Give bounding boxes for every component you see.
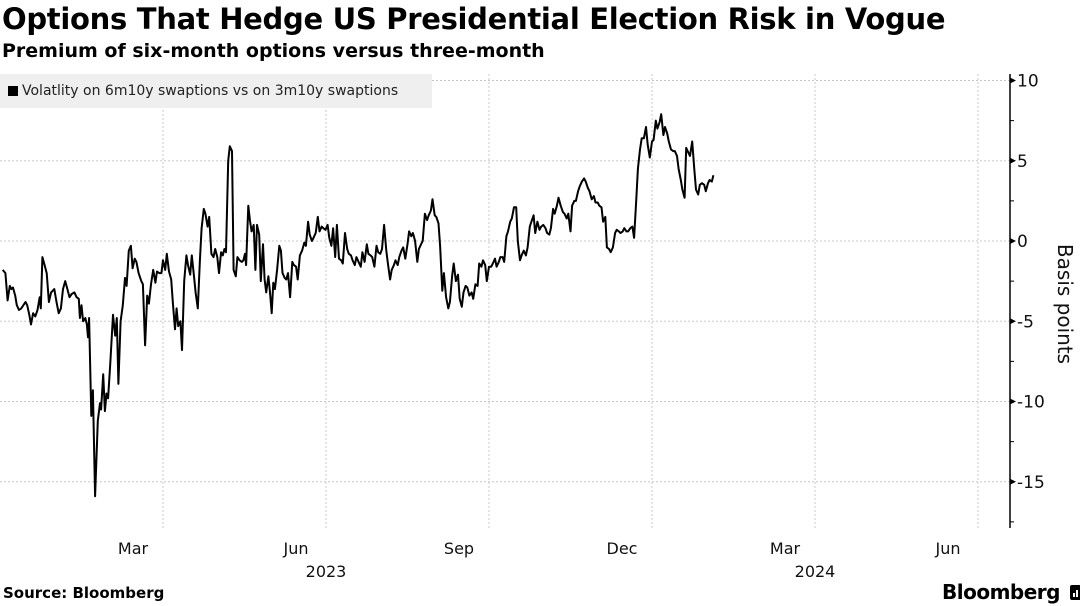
chart-subtitle: Premium of six-month options versus thre… bbox=[2, 40, 545, 62]
legend-swatch bbox=[8, 86, 18, 96]
x-tick-label: Dec bbox=[607, 539, 638, 558]
x-tick-label: Jun bbox=[283, 539, 309, 558]
x-tick-label: Sep bbox=[444, 539, 474, 558]
x-tick-label: Jun bbox=[935, 539, 961, 558]
y-tick-mark bbox=[1010, 157, 1016, 164]
y-tick-mark bbox=[1010, 318, 1016, 325]
y-gridlines bbox=[0, 80, 1010, 483]
y-axis: 10 5 0 -5 -10 -15 bbox=[1009, 72, 1045, 528]
y-tick-label: 5 bbox=[1017, 152, 1028, 172]
y-tick-mark bbox=[1010, 238, 1016, 244]
x-axis-ticks: Mar Jun Sep Dec Mar Jun 2023 2024 bbox=[118, 539, 961, 581]
bloomberg-brand: Bloomberg bbox=[942, 580, 1080, 604]
y-tick-mark bbox=[1010, 77, 1016, 84]
legend: Volatlity on 6m10y swaptions vs on 3m10y… bbox=[0, 74, 432, 108]
chart-title: Options That Hedge US Presidential Elect… bbox=[2, 2, 946, 36]
x-tick-label: Mar bbox=[118, 539, 149, 558]
y-tick-label: -5 bbox=[1017, 312, 1034, 332]
y-tick-label: 10 bbox=[1017, 72, 1039, 92]
x-year-label: 2024 bbox=[795, 562, 836, 581]
y-tick-mark bbox=[1010, 478, 1016, 485]
x-year-label: 2023 bbox=[306, 562, 347, 581]
y-tick-label: -15 bbox=[1017, 473, 1045, 493]
x-tick-label: Mar bbox=[770, 539, 801, 558]
y-axis-label: Basis points bbox=[1053, 244, 1077, 364]
bloomberg-logo-icon bbox=[1069, 584, 1080, 600]
y-tick-mark bbox=[1010, 398, 1016, 405]
source-note: Source: Bloomberg bbox=[3, 584, 165, 602]
x-gridlines bbox=[162, 74, 979, 528]
legend-label: Volatlity on 6m10y swaptions vs on 3m10y… bbox=[22, 83, 399, 99]
y-tick-label: -10 bbox=[1017, 393, 1045, 413]
y-tick-label: 0 bbox=[1017, 232, 1028, 252]
brand-name: Bloomberg bbox=[942, 580, 1060, 604]
series-line bbox=[1, 113, 715, 498]
